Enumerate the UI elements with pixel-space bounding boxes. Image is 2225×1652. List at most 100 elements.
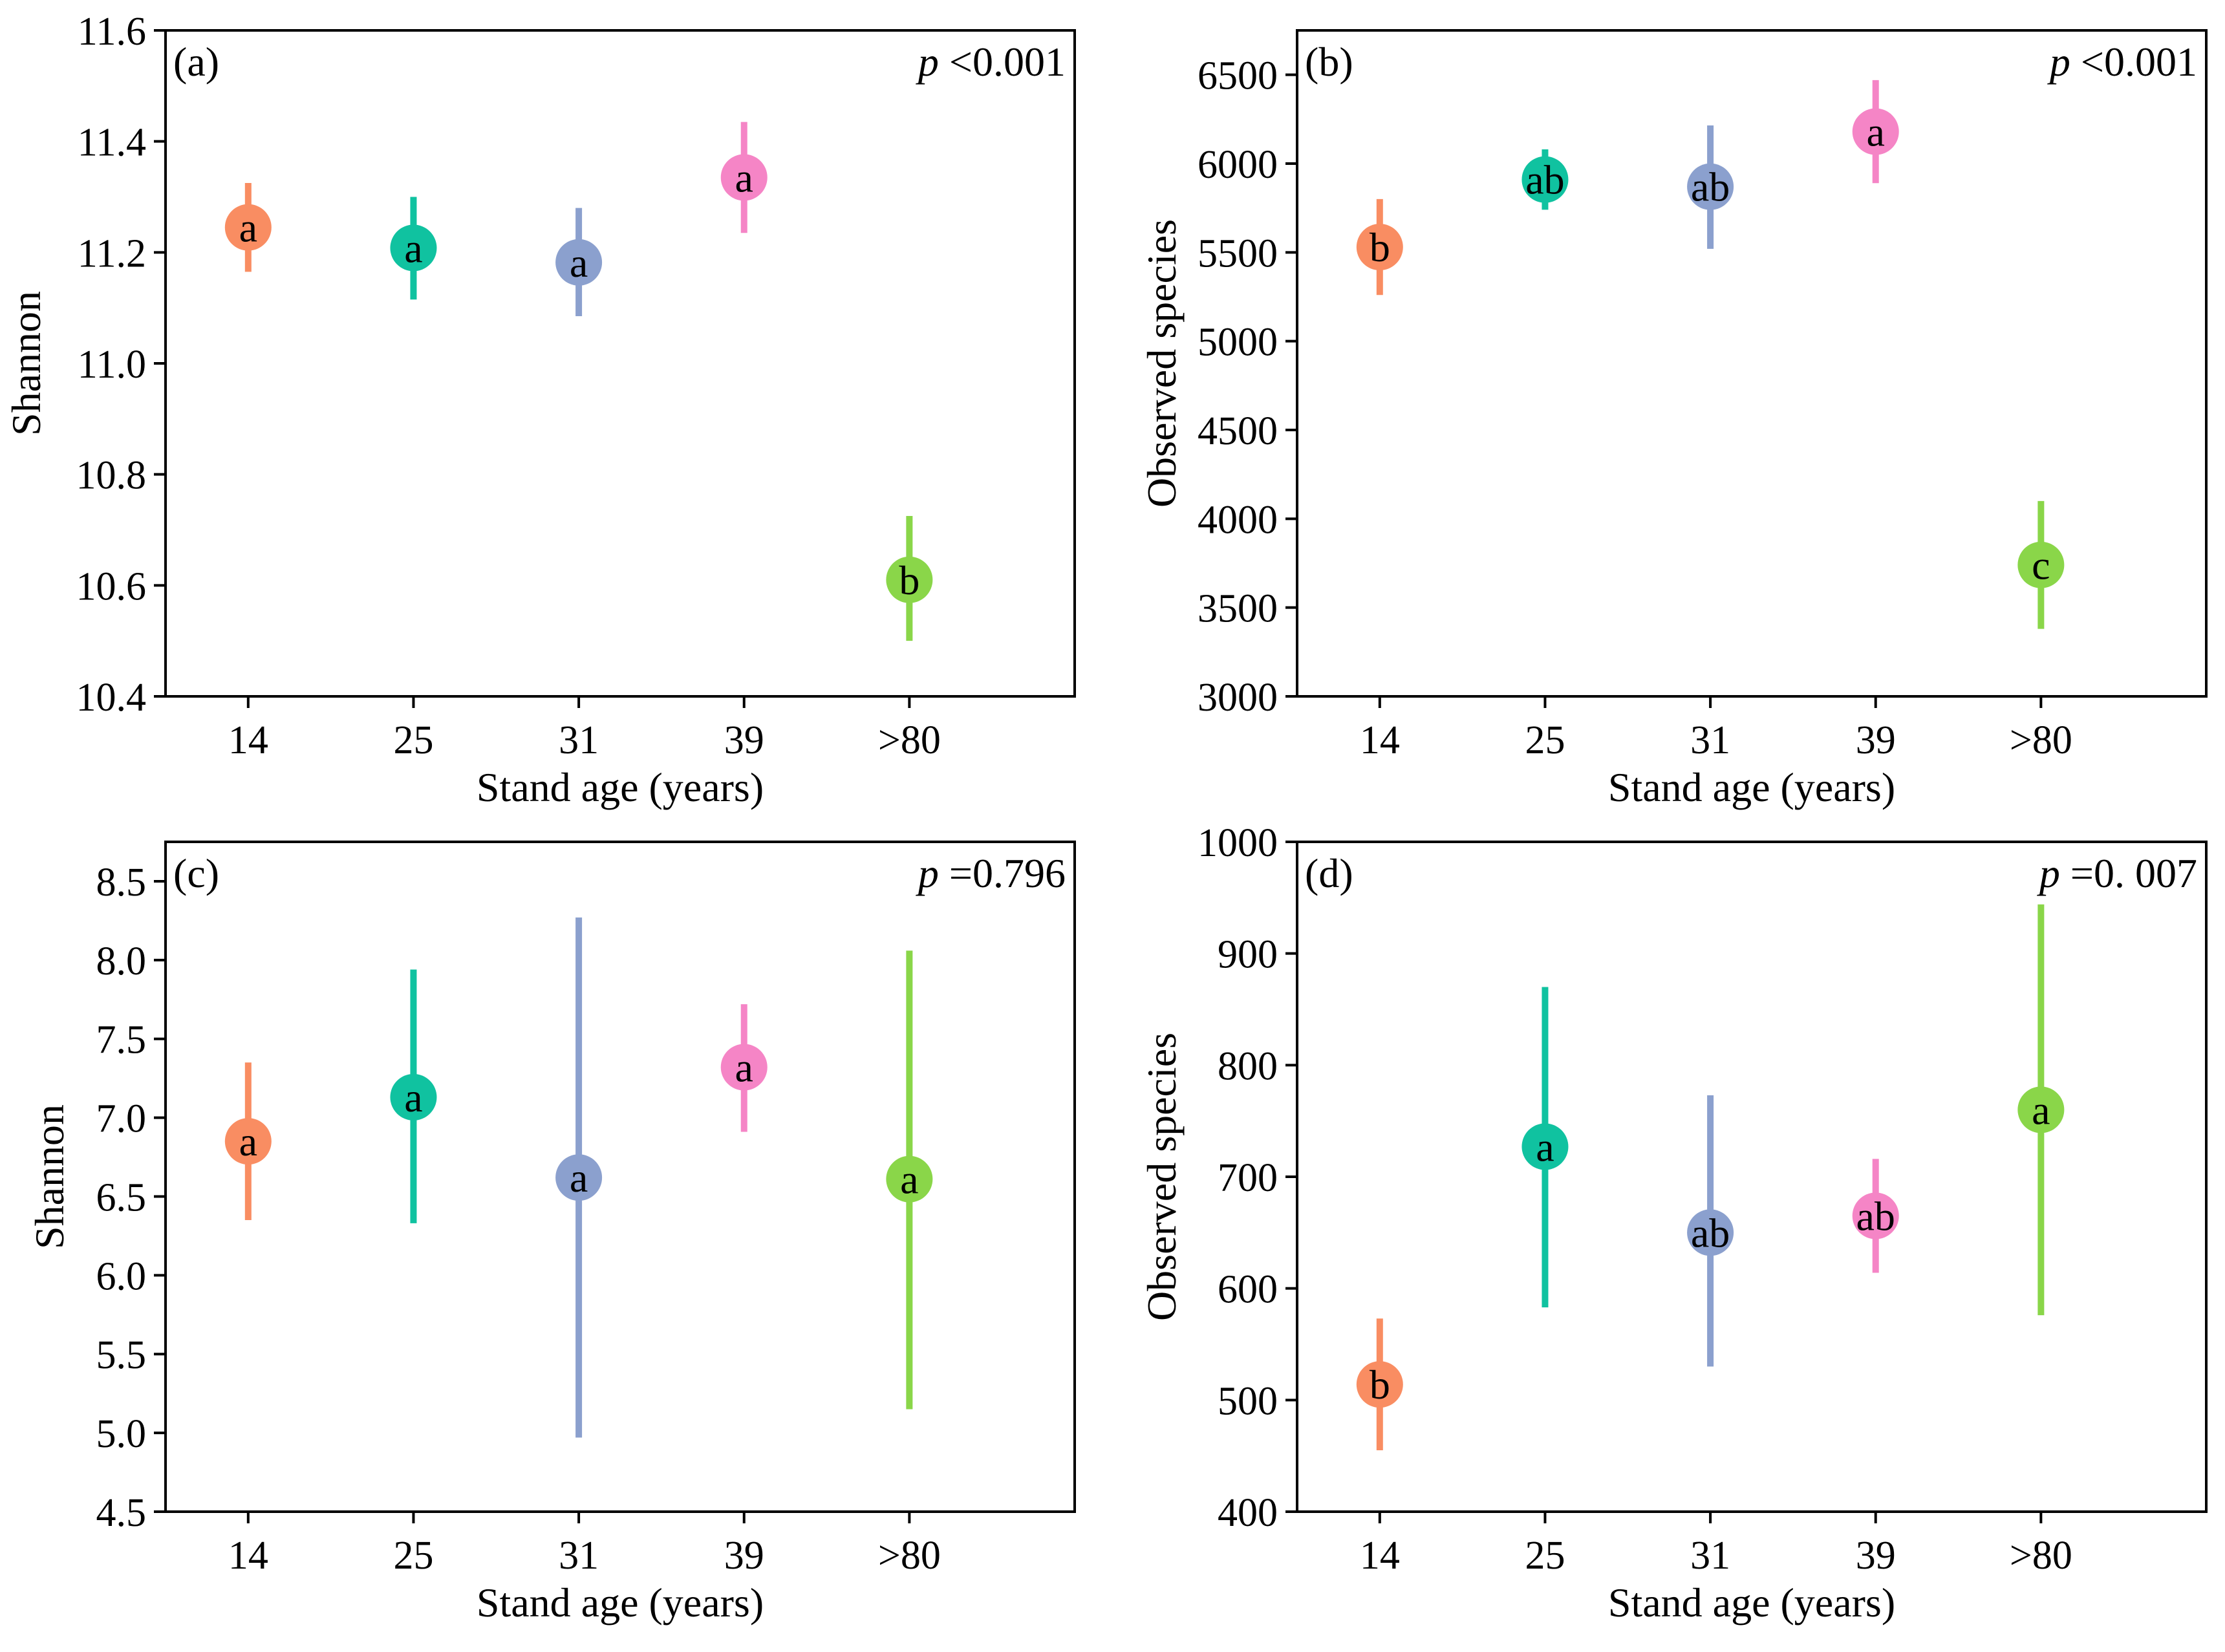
y-axis-label: Observed species [1139, 1033, 1185, 1321]
significance-letter: a [570, 240, 588, 286]
x-tick-label: 31 [559, 1534, 599, 1578]
y-tick-label: 8.0 [96, 939, 147, 983]
y-tick-label: 8.5 [96, 861, 147, 905]
x-tick-label: 14 [228, 1534, 268, 1578]
y-tick-label: 7.0 [96, 1097, 147, 1141]
x-tick-label: 31 [559, 718, 599, 762]
y-tick-label: 6.5 [96, 1175, 147, 1219]
significance-letter: a [570, 1155, 588, 1201]
data-point-3: ab [1687, 125, 1734, 249]
significance-letter: a [404, 225, 422, 271]
y-tick-label: 11.2 [78, 231, 146, 275]
mean-marker [2017, 1086, 2065, 1133]
x-tick-label: 25 [393, 718, 433, 762]
mean-marker [720, 1044, 768, 1091]
mean-marker [720, 154, 768, 201]
data-point-4: ab [1852, 1159, 1899, 1273]
significance-letter: ab [1856, 1193, 1895, 1239]
mean-marker [1852, 108, 1899, 155]
y-tick-label: 3500 [1198, 587, 1278, 631]
x-tick-label: 31 [1690, 718, 1730, 762]
x-tick-label: >80 [2010, 1534, 2072, 1578]
significance-letter: ab [1525, 157, 1564, 203]
data-point-5: a [2017, 904, 2065, 1316]
y-tick-label: 5.5 [96, 1333, 147, 1377]
panel-4: 400 500 600 700 800 900 1000 14 25 31 39 >80 Stand a… [1139, 821, 2208, 1625]
mean-marker [390, 1073, 437, 1121]
mean-marker [1852, 1192, 1899, 1239]
y-tick-label: 900 [1218, 933, 1278, 977]
x-axis-label: Stand age (years) [477, 1580, 764, 1625]
data-point-1: b [1356, 1318, 1403, 1451]
mean-marker [224, 204, 272, 251]
panel-2: 3000 3500 4000 4500 5000 5500 6000 6500 14 25 31 39… [1139, 29, 2208, 810]
data-point-5: b [886, 516, 933, 641]
p-value-label: p <0.001 [916, 39, 1066, 85]
panel-label: (a) [173, 39, 219, 85]
x-tick-label: 39 [724, 718, 764, 762]
significance-letter: a [1536, 1124, 1554, 1170]
mean-marker [224, 1118, 272, 1165]
y-axis-label: Shannon [3, 291, 49, 436]
mean-marker [390, 224, 437, 272]
y-axis-label: Shannon [27, 1104, 72, 1249]
x-axis-label: Stand age (years) [1608, 764, 1895, 810]
y-tick-label: 4000 [1198, 498, 1278, 542]
mean-marker [555, 239, 603, 286]
x-tick-label: >80 [2010, 718, 2072, 762]
y-tick-label: 6.0 [96, 1254, 147, 1298]
data-point-4: a [1852, 80, 1899, 184]
y-tick-label: 700 [1218, 1156, 1278, 1200]
data-point-3: ab [1687, 1095, 1734, 1367]
mean-marker [2017, 541, 2065, 588]
data-point-3: a [555, 208, 603, 317]
significance-letter: b [1370, 1362, 1390, 1408]
p-value-label: p <0.001 [2047, 39, 2197, 85]
panel-1: 10.4 10.6 10.8 11.0 11.2 11.4 11.6 14 25 31 39 >80 S… [3, 10, 1076, 810]
data-point-4: a [720, 1004, 768, 1132]
mean-marker [1687, 1209, 1734, 1256]
x-axis-label: Stand age (years) [477, 764, 764, 810]
x-axis-label: Stand age (years) [1608, 1580, 1895, 1625]
mean-marker [886, 556, 933, 603]
y-tick-label: 5000 [1198, 321, 1278, 365]
panel-label: (d) [1305, 850, 1353, 896]
y-tick-label: 5.0 [96, 1412, 147, 1456]
significance-letter: a [239, 205, 257, 251]
x-tick-label: 25 [1525, 1534, 1565, 1578]
data-point-1: b [1356, 198, 1403, 295]
data-point-2: ab [1521, 149, 1569, 210]
significance-letter: ab [1691, 164, 1730, 210]
significance-letter: b [899, 557, 919, 603]
y-tick-label: 11.0 [78, 343, 146, 387]
x-tick-label: 39 [1856, 718, 1896, 762]
significance-letter: b [1370, 224, 1390, 270]
x-tick-label: 39 [1856, 1534, 1896, 1578]
x-tick-label: 25 [393, 1534, 433, 1578]
significance-letter: a [2032, 1087, 2050, 1133]
panel-label: (c) [173, 850, 219, 896]
mean-marker [1687, 163, 1734, 210]
significance-letter: a [735, 155, 753, 200]
significance-letter: a [1867, 109, 1885, 155]
y-tick-label: 500 [1218, 1379, 1278, 1423]
y-tick-label: 600 [1218, 1268, 1278, 1312]
y-tick-label: 11.6 [78, 10, 146, 54]
y-tick-label: 800 [1218, 1044, 1278, 1088]
significance-letter: c [2032, 542, 2050, 588]
x-tick-label: 14 [1360, 1534, 1400, 1578]
significance-letter: a [735, 1045, 753, 1091]
y-tick-label: 11.4 [78, 121, 146, 165]
data-point-2: a [1521, 987, 1569, 1308]
data-point-1: a [224, 183, 272, 272]
significance-letter: ab [1691, 1210, 1730, 1256]
y-axis-label: Observed species [1139, 219, 1185, 508]
x-tick-label: 31 [1690, 1534, 1730, 1578]
x-tick-label: >80 [878, 718, 941, 762]
x-tick-label: 14 [1360, 718, 1400, 762]
data-point-2: a [390, 197, 437, 300]
x-tick-label: >80 [878, 1534, 941, 1578]
data-point-5: c [2017, 500, 2065, 629]
significance-letter: a [900, 1157, 918, 1203]
